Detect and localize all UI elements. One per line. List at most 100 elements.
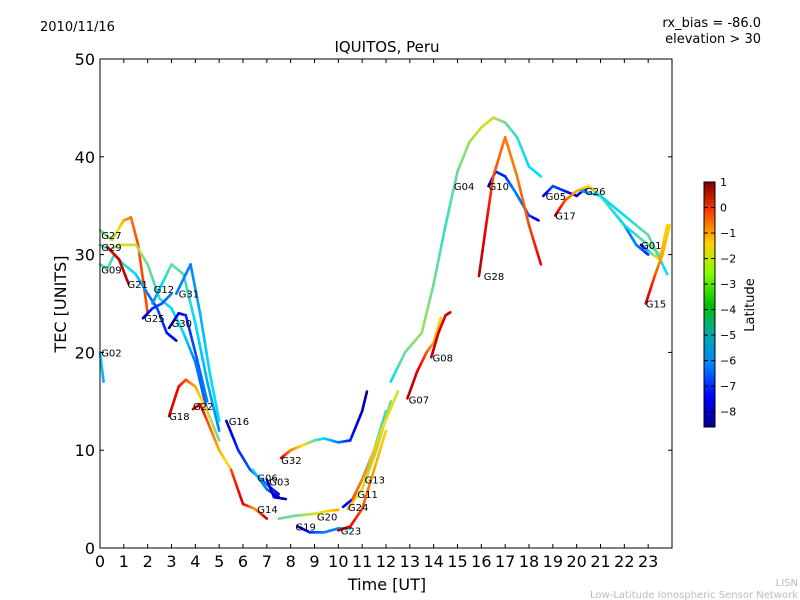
- sat-label: G28: [484, 272, 504, 283]
- trace-segment: [664, 223, 669, 233]
- trace-segment: [393, 390, 400, 400]
- trace-segment: [196, 369, 201, 380]
- x-tick-label: 5: [214, 552, 224, 571]
- trace-segment: [438, 316, 443, 324]
- trace-G10: [487, 170, 540, 222]
- trace-segment: [214, 403, 219, 415]
- trace-segment: [189, 263, 194, 274]
- trace-segment: [484, 215, 489, 227]
- trace-segment: [143, 289, 148, 304]
- x-tick-label: 6: [238, 552, 248, 571]
- trace-segment: [198, 367, 203, 379]
- sat-label: G14: [257, 505, 277, 516]
- trace-segment: [206, 360, 211, 374]
- x-tick-label: 19: [543, 552, 563, 571]
- trace-segment: [482, 232, 487, 244]
- trace-segment: [521, 199, 527, 211]
- trace-segment: [203, 370, 209, 384]
- trace-segment: [275, 491, 281, 496]
- x-tick-label: 3: [166, 552, 176, 571]
- sat-label: G31: [179, 290, 199, 301]
- sat-label: G17: [555, 211, 575, 222]
- x-tick-label: 16: [471, 552, 491, 571]
- trace-segment: [201, 331, 207, 344]
- sat-label: G06: [257, 474, 277, 485]
- trace-segment: [200, 321, 205, 335]
- sat-label: G10: [488, 182, 508, 193]
- trace-segment: [194, 287, 199, 299]
- trace-segment: [194, 360, 199, 372]
- trace-segment: [190, 271, 196, 282]
- x-axis-label: Time [UT]: [347, 575, 426, 594]
- trace-segment: [442, 223, 447, 237]
- trace-G08: [429, 311, 452, 359]
- trace-segment: [263, 515, 269, 520]
- trace-segment: [213, 413, 219, 424]
- colorbar-tick-label: −3: [720, 278, 736, 291]
- trace-segment: [101, 375, 105, 384]
- colorbar-tick-label: −7: [720, 380, 736, 393]
- y-axis: 0 10 20 30 40 50: [75, 50, 672, 558]
- x-axis: 0 1 2 3 4 5 6 7 8 9 10 11 12 13 14 15 16 17 18 19 20 21 22 23: [95, 59, 658, 571]
- y-tick-label: 10: [75, 441, 95, 460]
- trace-segment: [201, 383, 207, 395]
- x-tick-label: 22: [614, 552, 634, 571]
- x-tick-label: 13: [400, 552, 420, 571]
- trace-segment: [481, 240, 486, 252]
- trace-segment: [436, 253, 441, 266]
- trace-segment: [446, 206, 451, 218]
- trace-segment: [197, 303, 202, 315]
- x-tick-label: 20: [566, 552, 586, 571]
- trace-segment: [125, 278, 130, 286]
- trace-segment: [209, 378, 215, 390]
- trace-G03: [265, 478, 288, 501]
- trace-segment: [667, 223, 671, 232]
- trace-segment: [519, 191, 525, 203]
- trace-segment: [438, 243, 443, 256]
- trace-G25: [141, 292, 173, 320]
- trace-segment: [426, 298, 431, 310]
- trace-segment: [515, 175, 521, 186]
- trace-segment: [216, 411, 221, 423]
- trace-segment: [478, 257, 483, 269]
- trace-segment: [196, 331, 201, 344]
- sat-label: G32: [281, 456, 301, 467]
- sat-label: G25: [144, 314, 164, 325]
- trace-segment: [209, 396, 215, 408]
- sat-label: G03: [269, 477, 289, 488]
- trace-segment: [428, 290, 433, 302]
- trace-segment: [173, 338, 178, 342]
- y-tick-label: 40: [75, 148, 95, 167]
- y-axis-label: TEC [UNITS]: [51, 256, 70, 354]
- x-tick-label: 17: [495, 552, 515, 571]
- colorbar-tick-label: −6: [720, 355, 736, 368]
- trace-segment: [199, 385, 205, 397]
- trace-segment: [168, 292, 173, 297]
- sat-label: G04: [454, 182, 474, 193]
- trace-G21: [105, 245, 130, 286]
- trace-segment: [537, 173, 543, 178]
- colorbar-tick-label: −5: [720, 329, 736, 342]
- trace-segment: [432, 272, 437, 286]
- trace-segment: [198, 311, 203, 325]
- trace-segment: [440, 233, 445, 247]
- sat-label: G16: [229, 417, 249, 428]
- sat-label: G08: [432, 353, 452, 364]
- colorbar-tick-label: −1: [720, 227, 736, 240]
- trace-segment: [138, 254, 143, 269]
- x-tick-label: 7: [262, 552, 272, 571]
- x-tick-label: 12: [376, 552, 396, 571]
- y-tick-label: 30: [75, 246, 95, 265]
- trace-G13: [351, 390, 400, 501]
- trace-segment: [537, 256, 543, 266]
- trace-segment: [196, 359, 201, 371]
- y-tick-label: 20: [75, 343, 95, 362]
- x-tick-label: 0: [95, 552, 105, 571]
- x-tick-label: 1: [119, 552, 129, 571]
- colorbar-ticks: 1 0 −1 −2 −3 −4 −5 −6 −7 −8: [704, 176, 736, 419]
- x-tick-label: 10: [328, 552, 348, 571]
- sat-label: G12: [154, 285, 174, 296]
- sat-label: G19: [295, 522, 315, 533]
- trace-segment: [430, 282, 435, 294]
